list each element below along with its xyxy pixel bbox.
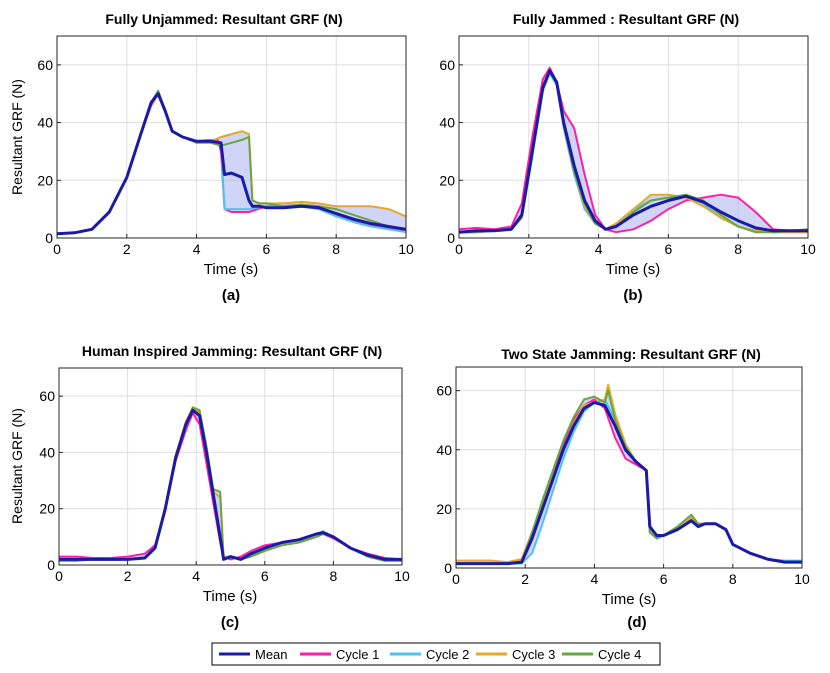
panel-c-xtick-label-4: 4 [192, 568, 200, 584]
panel-b-series-cycle-1 [458, 66, 808, 234]
legend-entry-cycle-4: Cycle 4 [562, 647, 641, 662]
panel-d-xtick-label-0: 0 [452, 571, 460, 587]
panel-c: Human Inspired Jamming: Resultant GRF (N… [9, 343, 410, 631]
panel-b-series-mean [458, 69, 808, 234]
panel-d-letter: (d) [627, 614, 646, 631]
panel-a-xtick-label-0: 0 [53, 241, 61, 257]
panel-d-ytick-label-0: 0 [444, 560, 452, 576]
panel-d-xtick-label-4: 4 [591, 571, 599, 587]
panel-d-xtick-label-2: 2 [521, 571, 529, 587]
panel-c-xtick-label-8: 8 [330, 568, 338, 584]
panel-a-ytick-label-60: 60 [37, 57, 53, 73]
legend-entry-cycle-1: Cycle 1 [300, 647, 379, 662]
panel-b-ytick-label-40: 40 [439, 115, 455, 131]
panel-d-series-mean [456, 401, 802, 566]
panel-a-ylabel: Resultant GRF (N) [9, 79, 25, 195]
panel-d-range-band [456, 384, 802, 564]
panel-a-title: Fully Unjammed: Resultant GRF (N) [105, 11, 342, 27]
panel-a-series-mean [56, 92, 407, 236]
panel-b-xtick-label-8: 8 [734, 241, 742, 257]
legend-box [211, 642, 661, 666]
panel-c-axes-box [58, 367, 403, 566]
panel-a-xtick-label-2: 2 [123, 241, 131, 257]
legend-entry-cycle-2: Cycle 2 [390, 647, 469, 662]
panel-c-xtick-label-10: 10 [394, 568, 410, 584]
panel-c-xtick-label-0: 0 [55, 568, 63, 584]
panel-d-series [456, 383, 802, 566]
panel-a-range-band [57, 90, 406, 234]
panel-c-ytick-label-20: 20 [39, 501, 55, 517]
panel-c-plot-area [59, 368, 402, 565]
panel-c-ylabel: Resultant GRF (N) [9, 408, 25, 524]
panel-a-series [56, 89, 407, 236]
panel-b-plot-area [459, 36, 808, 238]
panel-b-series [458, 66, 809, 234]
panel-a: Fully Unjammed: Resultant GRF (N) 0 2 4 6 8 1… [9, 11, 414, 304]
panel-d-ytick-label-20: 20 [436, 501, 452, 517]
panel-d-xlabel: Time (s) [602, 591, 656, 608]
panel-d-axes-box [455, 366, 803, 569]
panel-c-title: Human Inspired Jamming: Resultant GRF (N… [82, 343, 382, 359]
panel-c-ytick-label-60: 60 [39, 388, 55, 404]
legend-label-cycle-1: Cycle 1 [336, 647, 379, 662]
panel-a-xtick-label-6: 6 [263, 241, 271, 257]
panel-b-ytick-label-0: 0 [447, 230, 455, 246]
panel-c-series [59, 406, 403, 562]
legend-label-mean: Mean [255, 647, 288, 662]
panel-b-xlabel: Time (s) [606, 261, 660, 278]
panel-b-xtick-label-6: 6 [665, 241, 673, 257]
panel-d-title: Two State Jamming: Resultant GRF (N) [501, 346, 761, 362]
panel-c-xlabel: Time (s) [203, 588, 257, 605]
panel-c-letter: (c) [221, 614, 239, 631]
legend-entry-mean: Mean [219, 647, 288, 662]
legend-label-cycle-4: Cycle 4 [598, 647, 641, 662]
panel-b-title: Fully Jammed : Resultant GRF (N) [513, 11, 739, 27]
panel-d-ytick-label-40: 40 [436, 442, 452, 458]
panel-d-xtick-label-8: 8 [729, 571, 737, 587]
panel-a-ytick-label-40: 40 [37, 115, 53, 131]
panel-b-xtick-label-4: 4 [595, 241, 603, 257]
legend: Mean Cycle 1 Cycle 2 Cycle 3 Cycle 4 [211, 642, 661, 666]
panel-b-letter: (b) [623, 287, 642, 304]
panel-a-ytick-label-0: 0 [45, 230, 53, 246]
panel-b-ytick-label-60: 60 [439, 57, 455, 73]
panel-c-ytick-label-40: 40 [39, 444, 55, 460]
panel-b: Fully Jammed : Resultant GRF (N) 0 2 4 6 8 10… [439, 11, 816, 304]
legend-entry-cycle-3: Cycle 3 [476, 647, 555, 662]
panel-b-xtick-label-0: 0 [455, 241, 463, 257]
panel-d-ytick-label-60: 60 [436, 383, 452, 399]
panel-d-ticks: 0 2 4 6 8 10 0 20 40 60 [436, 383, 810, 587]
panel-a-axes-box [56, 35, 407, 239]
panel-a-letter: (a) [222, 287, 240, 304]
panel-a-xtick-label-10: 10 [398, 241, 414, 257]
panel-a-xtick-label-4: 4 [193, 241, 201, 257]
panel-c-ticks: 0 2 4 6 8 10 0 20 40 60 [39, 388, 410, 584]
panel-b-ytick-label-20: 20 [439, 172, 455, 188]
panel-d-xtick-label-6: 6 [660, 571, 668, 587]
panel-b-axes-box [458, 35, 809, 239]
panel-b-xtick-label-10: 10 [800, 241, 816, 257]
panel-b-ticks: 0 2 4 6 8 10 0 20 40 60 [439, 57, 816, 257]
panel-c-xtick-label-2: 2 [124, 568, 132, 584]
panel-d-plot-area [456, 367, 802, 568]
panel-c-series-mean [59, 408, 402, 561]
panel-a-ticks: 0 2 4 6 8 10 0 20 40 60 [37, 57, 414, 257]
panel-a-xlabel: Time (s) [204, 261, 258, 278]
panel-c-ytick-label-0: 0 [47, 557, 55, 573]
panel-d-xtick-label-10: 10 [794, 571, 810, 587]
panel-d: Two State Jamming: Resultant GRF (N) 0 2 4… [436, 346, 810, 631]
panel-c-xtick-label-6: 6 [261, 568, 269, 584]
panel-a-xtick-label-8: 8 [332, 241, 340, 257]
panel-b-xtick-label-2: 2 [525, 241, 533, 257]
panel-a-ytick-label-20: 20 [37, 172, 53, 188]
legend-label-cycle-2: Cycle 2 [426, 647, 469, 662]
legend-label-cycle-3: Cycle 3 [512, 647, 555, 662]
